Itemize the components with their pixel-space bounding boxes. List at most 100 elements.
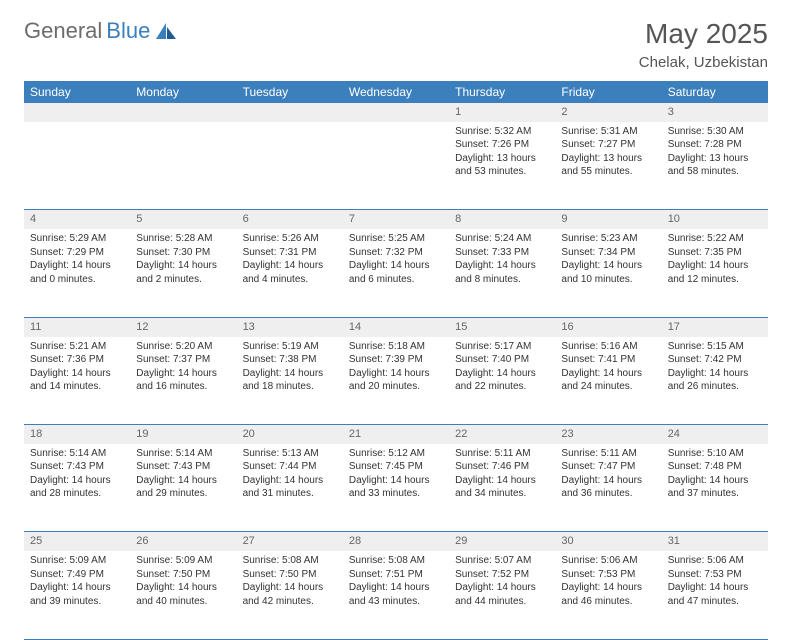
month-title: May 2025 xyxy=(639,18,768,50)
daylight-text: Daylight: 14 hours and 10 minutes. xyxy=(561,259,655,286)
sunset-text: Sunset: 7:40 PM xyxy=(455,353,549,367)
sunrise-text: Sunrise: 5:14 AM xyxy=(136,447,230,461)
day-cell: Sunrise: 5:31 AMSunset: 7:27 PMDaylight:… xyxy=(555,122,661,210)
day-number: 20 xyxy=(237,425,343,444)
sunset-text: Sunset: 7:41 PM xyxy=(561,353,655,367)
logo-text-blue: Blue xyxy=(106,18,150,44)
sunset-text: Sunset: 7:49 PM xyxy=(30,568,124,582)
daylight-text: Daylight: 14 hours and 18 minutes. xyxy=(243,367,337,394)
day-cell: Sunrise: 5:15 AMSunset: 7:42 PMDaylight:… xyxy=(662,337,768,425)
weekday-header: Wednesday xyxy=(343,81,449,103)
day-cell xyxy=(130,122,236,210)
day-number: 31 xyxy=(662,532,768,551)
weekday-header: Saturday xyxy=(662,81,768,103)
daylight-text: Daylight: 14 hours and 12 minutes. xyxy=(668,259,762,286)
sunset-text: Sunset: 7:48 PM xyxy=(668,460,762,474)
day-number: 7 xyxy=(343,210,449,229)
daylight-text: Daylight: 14 hours and 39 minutes. xyxy=(30,581,124,608)
day-number: 26 xyxy=(130,532,236,551)
day-cell: Sunrise: 5:20 AMSunset: 7:37 PMDaylight:… xyxy=(130,337,236,425)
day-cell: Sunrise: 5:11 AMSunset: 7:47 PMDaylight:… xyxy=(555,444,661,532)
daylight-text: Daylight: 14 hours and 8 minutes. xyxy=(455,259,549,286)
sunset-text: Sunset: 7:50 PM xyxy=(243,568,337,582)
daylight-text: Daylight: 14 hours and 14 minutes. xyxy=(30,367,124,394)
day-number: 6 xyxy=(237,210,343,229)
day-number: 15 xyxy=(449,317,555,336)
daylight-text: Daylight: 13 hours and 55 minutes. xyxy=(561,152,655,179)
sunset-text: Sunset: 7:53 PM xyxy=(561,568,655,582)
day-number: 27 xyxy=(237,532,343,551)
day-number: 29 xyxy=(449,532,555,551)
daylight-text: Daylight: 14 hours and 29 minutes. xyxy=(136,474,230,501)
day-content-row: Sunrise: 5:21 AMSunset: 7:36 PMDaylight:… xyxy=(24,337,768,425)
sunset-text: Sunset: 7:30 PM xyxy=(136,246,230,260)
sunrise-text: Sunrise: 5:13 AM xyxy=(243,447,337,461)
day-number: 30 xyxy=(555,532,661,551)
sunset-text: Sunset: 7:51 PM xyxy=(349,568,443,582)
sunset-text: Sunset: 7:33 PM xyxy=(455,246,549,260)
day-cell: Sunrise: 5:08 AMSunset: 7:50 PMDaylight:… xyxy=(237,551,343,639)
title-block: May 2025 Chelak, Uzbekistan xyxy=(639,18,768,71)
daylight-text: Daylight: 14 hours and 28 minutes. xyxy=(30,474,124,501)
day-cell: Sunrise: 5:19 AMSunset: 7:38 PMDaylight:… xyxy=(237,337,343,425)
daylight-text: Daylight: 14 hours and 47 minutes. xyxy=(668,581,762,608)
day-number xyxy=(237,103,343,122)
logo-sail-icon xyxy=(156,23,176,39)
weekday-header: Friday xyxy=(555,81,661,103)
day-number xyxy=(343,103,449,122)
sunset-text: Sunset: 7:28 PM xyxy=(668,138,762,152)
daylight-text: Daylight: 14 hours and 16 minutes. xyxy=(136,367,230,394)
day-number: 9 xyxy=(555,210,661,229)
day-content-row: Sunrise: 5:29 AMSunset: 7:29 PMDaylight:… xyxy=(24,229,768,317)
day-number: 8 xyxy=(449,210,555,229)
sunrise-text: Sunrise: 5:25 AM xyxy=(349,232,443,246)
daylight-text: Daylight: 14 hours and 37 minutes. xyxy=(668,474,762,501)
sunset-text: Sunset: 7:52 PM xyxy=(455,568,549,582)
day-cell: Sunrise: 5:24 AMSunset: 7:33 PMDaylight:… xyxy=(449,229,555,317)
day-number: 18 xyxy=(24,425,130,444)
day-number: 2 xyxy=(555,103,661,122)
day-number: 1 xyxy=(449,103,555,122)
sunset-text: Sunset: 7:44 PM xyxy=(243,460,337,474)
day-number: 17 xyxy=(662,317,768,336)
day-number-row: 45678910 xyxy=(24,210,768,229)
day-number: 16 xyxy=(555,317,661,336)
daylight-text: Daylight: 14 hours and 46 minutes. xyxy=(561,581,655,608)
sunrise-text: Sunrise: 5:18 AM xyxy=(349,340,443,354)
daylight-text: Daylight: 14 hours and 33 minutes. xyxy=(349,474,443,501)
day-number: 25 xyxy=(24,532,130,551)
calendar-table: Sunday Monday Tuesday Wednesday Thursday… xyxy=(24,81,768,640)
daylight-text: Daylight: 14 hours and 31 minutes. xyxy=(243,474,337,501)
weekday-header: Tuesday xyxy=(237,81,343,103)
sunset-text: Sunset: 7:42 PM xyxy=(668,353,762,367)
daylight-text: Daylight: 14 hours and 44 minutes. xyxy=(455,581,549,608)
day-cell: Sunrise: 5:12 AMSunset: 7:45 PMDaylight:… xyxy=(343,444,449,532)
day-number: 12 xyxy=(130,317,236,336)
day-cell: Sunrise: 5:09 AMSunset: 7:50 PMDaylight:… xyxy=(130,551,236,639)
sunset-text: Sunset: 7:43 PM xyxy=(30,460,124,474)
day-number: 10 xyxy=(662,210,768,229)
logo-text-general: General xyxy=(24,18,102,44)
day-cell: Sunrise: 5:26 AMSunset: 7:31 PMDaylight:… xyxy=(237,229,343,317)
sunrise-text: Sunrise: 5:09 AM xyxy=(30,554,124,568)
sunset-text: Sunset: 7:37 PM xyxy=(136,353,230,367)
sunrise-text: Sunrise: 5:26 AM xyxy=(243,232,337,246)
sunrise-text: Sunrise: 5:12 AM xyxy=(349,447,443,461)
sunrise-text: Sunrise: 5:20 AM xyxy=(136,340,230,354)
day-number: 19 xyxy=(130,425,236,444)
day-content-row: Sunrise: 5:14 AMSunset: 7:43 PMDaylight:… xyxy=(24,444,768,532)
sunrise-text: Sunrise: 5:09 AM xyxy=(136,554,230,568)
day-number: 21 xyxy=(343,425,449,444)
day-cell: Sunrise: 5:09 AMSunset: 7:49 PMDaylight:… xyxy=(24,551,130,639)
day-number: 28 xyxy=(343,532,449,551)
daylight-text: Daylight: 14 hours and 34 minutes. xyxy=(455,474,549,501)
weekday-header: Thursday xyxy=(449,81,555,103)
daylight-text: Daylight: 14 hours and 2 minutes. xyxy=(136,259,230,286)
sunset-text: Sunset: 7:34 PM xyxy=(561,246,655,260)
sunrise-text: Sunrise: 5:16 AM xyxy=(561,340,655,354)
day-content-row: Sunrise: 5:32 AMSunset: 7:26 PMDaylight:… xyxy=(24,122,768,210)
day-number: 23 xyxy=(555,425,661,444)
sunrise-text: Sunrise: 5:17 AM xyxy=(455,340,549,354)
day-cell: Sunrise: 5:16 AMSunset: 7:41 PMDaylight:… xyxy=(555,337,661,425)
daylight-text: Daylight: 14 hours and 24 minutes. xyxy=(561,367,655,394)
